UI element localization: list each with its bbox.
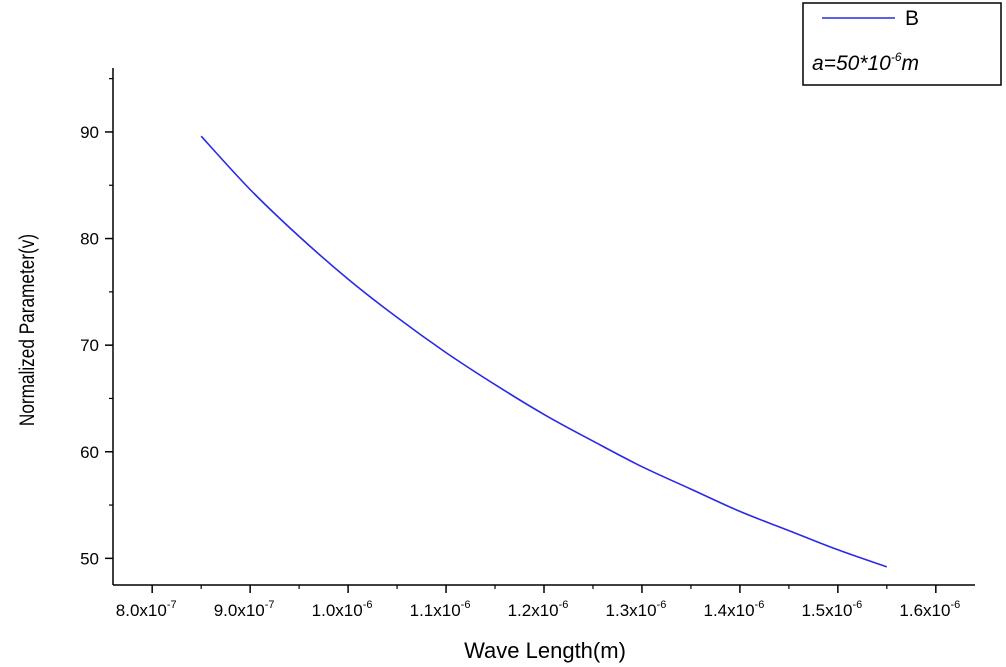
- x-axis-label: Wave Length(m): [464, 638, 626, 663]
- x-tick-label: 1.3x10-6: [606, 599, 667, 620]
- x-tick-label: 1.1x10-6: [410, 599, 471, 620]
- legend: B a=50*10-6m: [802, 2, 1002, 86]
- x-tick-label: 1.6x10-6: [899, 599, 960, 620]
- y-tick-label: 60: [80, 443, 99, 462]
- x-tick-label: 1.4x10-6: [703, 599, 764, 620]
- legend-annotation: a=50*10-6m: [812, 50, 919, 75]
- y-axis-label: Normalized Parameter(v): [17, 234, 40, 426]
- legend-box: [802, 2, 1002, 86]
- y-tick-label: 80: [80, 230, 99, 249]
- x-tick-label: 1.0x10-6: [312, 599, 373, 620]
- legend-label-b: B: [905, 7, 919, 30]
- x-tick-label: 1.2x10-6: [508, 599, 569, 620]
- y-tick-label: 90: [80, 123, 99, 142]
- x-tick-label: 9.0x10-7: [214, 599, 275, 620]
- x-tick-label: 8.0x10-7: [116, 599, 177, 620]
- series-line-b: [200, 135, 888, 568]
- x-tick-label: 1.5x10-6: [801, 599, 862, 620]
- series-layer: [200, 135, 888, 568]
- y-tick-label: 50: [80, 549, 99, 568]
- y-tick-label: 70: [80, 336, 99, 355]
- x-ticks: 8.0x10-7 9.0x10-7 1.0x10-6 1.1x10-6 1.2x10-6…: [116, 585, 960, 620]
- y-ticks: 50 60 70 80 90: [80, 78, 113, 568]
- axes: [112, 68, 975, 586]
